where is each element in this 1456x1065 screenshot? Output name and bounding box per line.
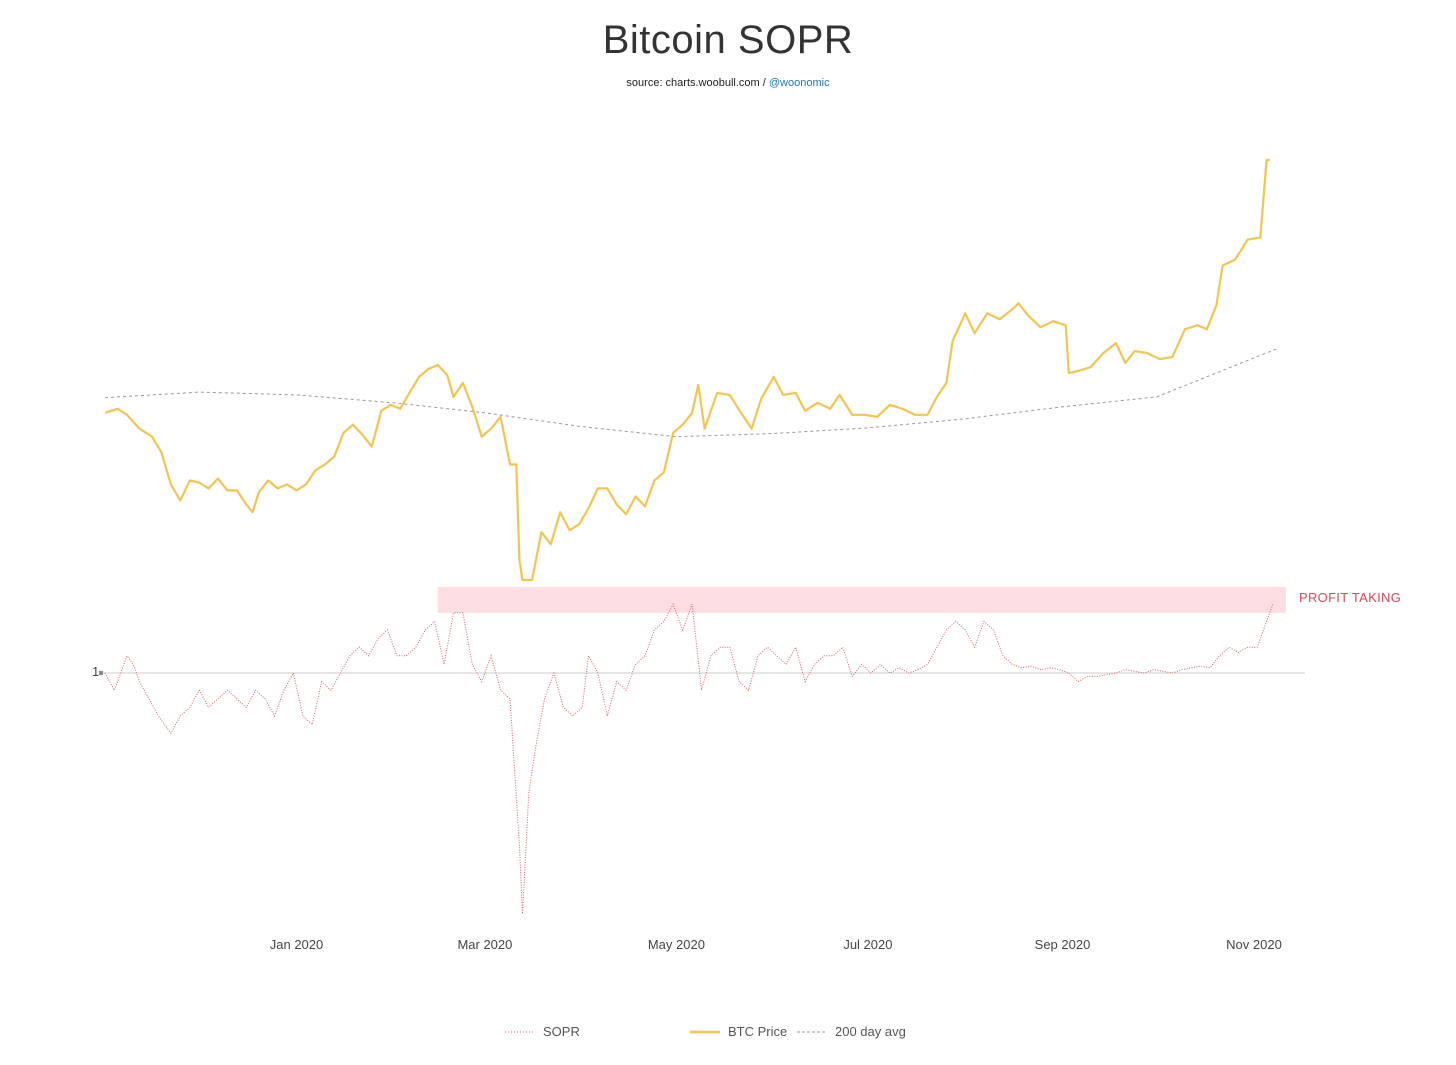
- legend-swatch-200-day-avg: [797, 1031, 827, 1032]
- source-text: source: charts.woobull.com /: [626, 77, 769, 89]
- sopr-baseline-marker: [99, 671, 103, 675]
- x-axis: Jan 2020 Mar 2020 May 2020 Jul 2020 Sep 2020…: [270, 937, 1282, 952]
- legend-swatch-sopr: [505, 1031, 535, 1032]
- series-line-sopr: [104, 602, 1274, 914]
- profit-taking-band: [437, 587, 1286, 613]
- source-caption: source: charts.woobull.com / @woonomic: [0, 77, 1456, 89]
- profit-taking-label: PROFIT TAKING: [1299, 590, 1401, 605]
- x-tick-label: Jan 2020: [270, 937, 324, 952]
- legend-item-200-day-avg[interactable]: 200 day avg: [797, 1024, 906, 1039]
- sopr-baseline-label: 1: [92, 664, 99, 679]
- legend-label-btc-price: BTC Price: [728, 1024, 788, 1039]
- series-line-200-day-avg: [104, 348, 1277, 438]
- legend-label-200-day-avg: 200 day avg: [835, 1024, 906, 1039]
- x-tick-label: Nov 2020: [1226, 937, 1282, 952]
- legend-label-sopr: SOPR: [543, 1024, 580, 1039]
- legend-item-btc-price[interactable]: BTC Price: [690, 1024, 787, 1039]
- legend-swatch-btc-price: [690, 1030, 720, 1033]
- series-layer: [104, 158, 1277, 914]
- x-tick-label: Sep 2020: [1035, 937, 1091, 952]
- source-handle-link[interactable]: @woonomic: [768, 77, 830, 89]
- legend-item-sopr[interactable]: SOPR: [505, 1024, 580, 1039]
- series-line-btc-price: [104, 158, 1270, 582]
- legend: SOPR BTC Price 200 day avg: [0, 1024, 1456, 1044]
- x-tick-label: Mar 2020: [457, 937, 512, 952]
- x-tick-label: Jul 2020: [843, 937, 892, 952]
- x-tick-label: May 2020: [648, 937, 705, 952]
- chart-title: Bitcoin SOPR: [602, 18, 854, 62]
